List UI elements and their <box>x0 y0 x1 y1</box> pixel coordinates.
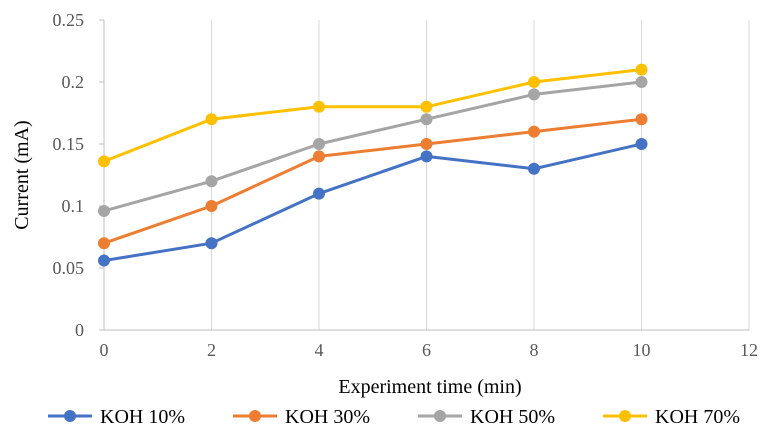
data-point-koh-70-2 <box>205 113 218 126</box>
legend-marker-koh-70 <box>619 410 631 422</box>
series-line-koh-50 <box>103 80 642 213</box>
axes <box>99 19 749 331</box>
data-point-koh-50-6 <box>420 113 433 126</box>
y-tick-labels: 0 0.05 0.1 0.15 0.2 0.25 <box>53 10 85 340</box>
y-axis-title: Current (mA) <box>11 120 33 229</box>
legend-marker-koh-10 <box>64 410 76 422</box>
x-tick-label-0: 0 <box>100 340 109 360</box>
x-tick-label-12: 12 <box>740 340 758 360</box>
series-line-koh-30 <box>103 117 642 245</box>
legend-label-koh-50: KOH 50% <box>470 406 555 428</box>
series-line-koh-10 <box>103 142 642 263</box>
data-point-koh-30-4 <box>313 150 325 163</box>
y-tick-label-0.1: 0.1 <box>62 196 85 216</box>
data-point-koh-50-4 <box>313 138 325 150</box>
data-point-koh-70-0 <box>98 155 110 168</box>
x-tick-label-2: 2 <box>207 340 216 360</box>
legend-marker-koh-30 <box>249 410 261 422</box>
y-tick-label-0: 0 <box>75 320 84 340</box>
legend-marker-koh-50 <box>434 410 446 422</box>
data-point-koh-30-6 <box>420 138 433 150</box>
x-tick-label-6: 6 <box>422 340 431 360</box>
data-point-koh-70-10 <box>635 63 648 76</box>
y-tick-label-0.25: 0.25 <box>53 10 85 30</box>
y-tick-label-0.2: 0.2 <box>62 72 85 92</box>
data-point-koh-70-8 <box>528 76 540 88</box>
data-point-koh-10-10 <box>635 138 648 150</box>
series-group <box>98 63 648 267</box>
x-tick-labels: 0 2 4 6 8 10 12 <box>100 340 759 360</box>
data-point-koh-10-0 <box>98 254 110 267</box>
data-point-koh-10-2 <box>205 237 218 250</box>
data-point-koh-50-10 <box>635 76 648 88</box>
legend-label-koh-30: KOH 30% <box>285 406 370 428</box>
y-tick-label-0.05: 0.05 <box>53 258 85 278</box>
data-point-koh-10-8 <box>528 162 540 175</box>
data-point-koh-70-6 <box>420 100 433 113</box>
y-tick-label-0.15: 0.15 <box>53 134 85 154</box>
legend-label-koh-70: KOH 70% <box>655 406 740 428</box>
data-point-koh-70-4 <box>313 100 325 113</box>
legend: KOH 10% KOH 30% KOH 50% KOH 70% <box>48 406 740 428</box>
series-line-koh-70 <box>103 68 642 163</box>
data-point-koh-30-8 <box>528 125 540 138</box>
x-axis-title: Experiment time (min) <box>338 376 521 398</box>
data-point-koh-30-2 <box>205 200 218 212</box>
grid-lines <box>211 20 750 330</box>
data-point-koh-30-0 <box>98 237 110 250</box>
data-point-koh-50-8 <box>528 88 540 101</box>
data-point-koh-30-10 <box>635 113 648 126</box>
data-point-koh-50-0 <box>98 204 110 217</box>
data-point-koh-10-6 <box>420 150 433 163</box>
legend-label-koh-10: KOH 10% <box>100 406 185 428</box>
data-point-koh-50-2 <box>205 175 218 188</box>
x-tick-label-8: 8 <box>530 340 539 360</box>
x-tick-label-4: 4 <box>315 340 324 360</box>
x-tick-label-10: 10 <box>633 340 651 360</box>
data-point-koh-10-4 <box>313 187 325 200</box>
